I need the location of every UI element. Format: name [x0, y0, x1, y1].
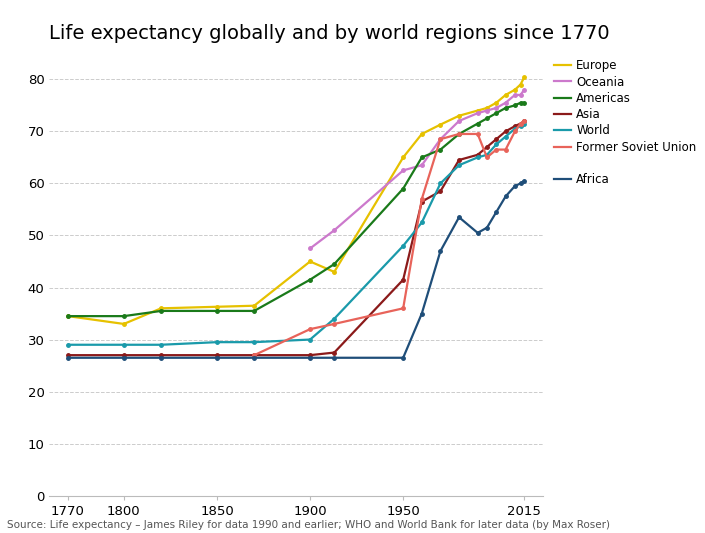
- Text: in Data: in Data: [642, 35, 679, 44]
- Text: Our World: Our World: [634, 17, 687, 26]
- Text: Source: Life expectancy – James Riley for data 1990 and earlier; WHO and World B: Source: Life expectancy – James Riley fo…: [7, 520, 610, 530]
- Text: Life expectancy globally and by world regions since 1770: Life expectancy globally and by world re…: [49, 25, 610, 43]
- Legend: Europe, Oceania, Americas, Asia, World, Former Soviet Union, , Africa: Europe, Oceania, Americas, Asia, World, …: [553, 59, 697, 187]
